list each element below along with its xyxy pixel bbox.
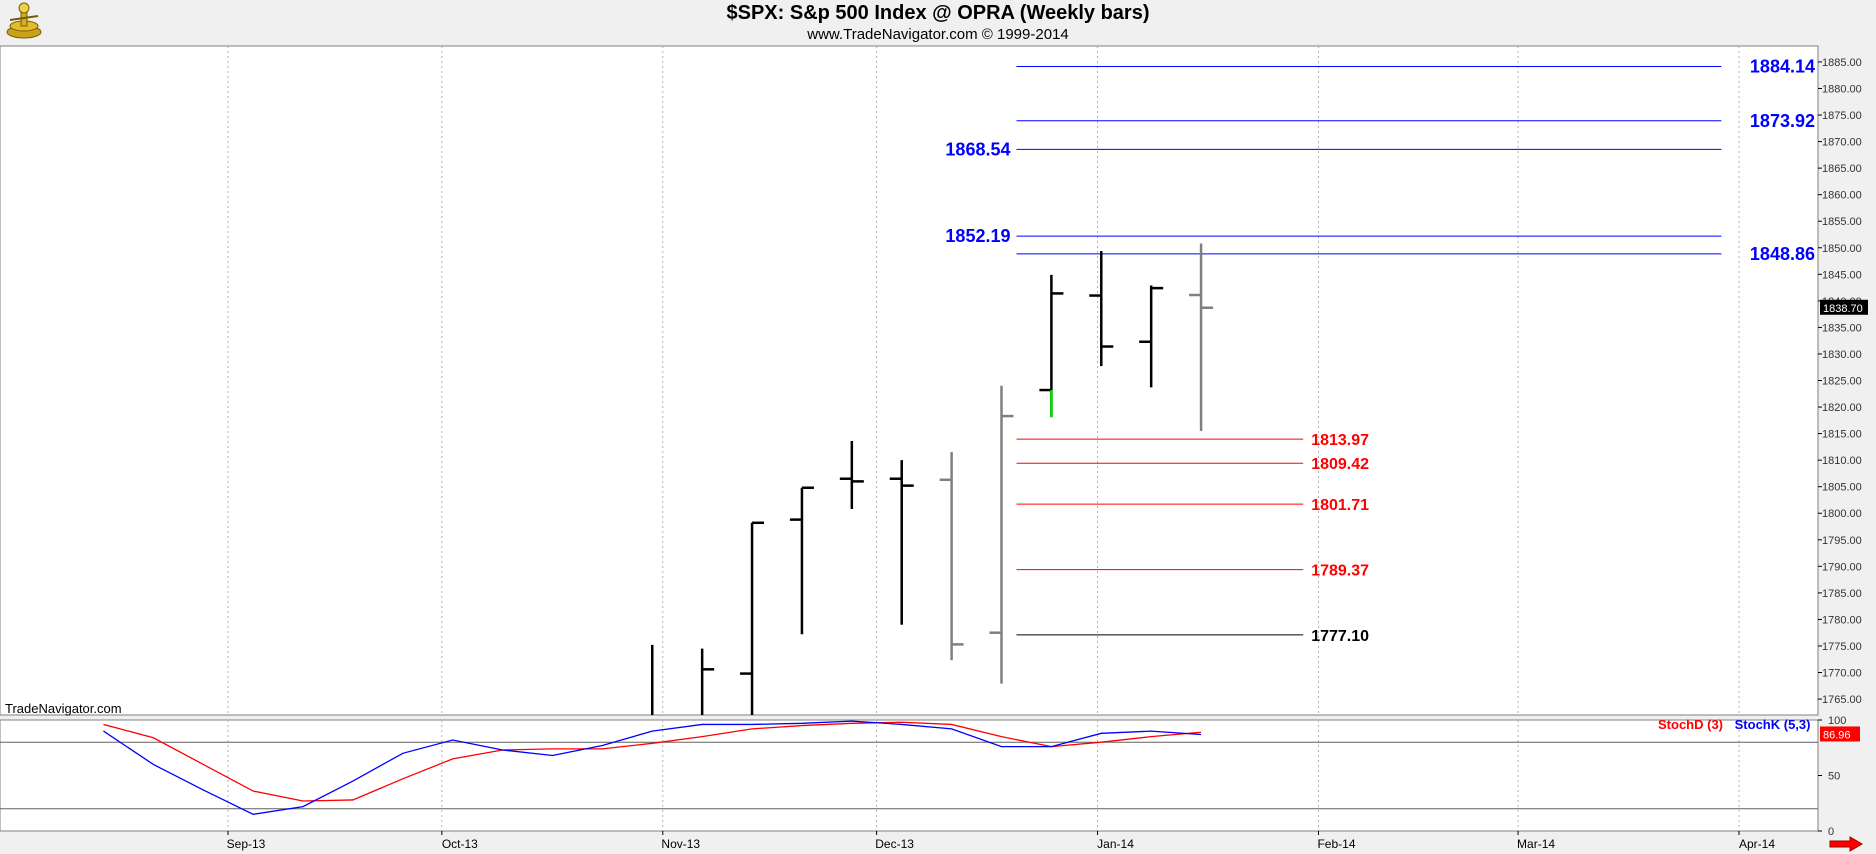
level-label: 1868.54 bbox=[945, 139, 1010, 159]
stoch-series-line bbox=[103, 720, 1202, 816]
y-tick-label: 1835.00 bbox=[1822, 322, 1862, 334]
level-label: 1801.71 bbox=[1311, 497, 1369, 514]
ohlc-bar bbox=[700, 648, 715, 715]
x-tick-label: Apr-14 bbox=[1739, 837, 1775, 851]
y-tick-label: 1870.00 bbox=[1822, 137, 1862, 149]
level-label: 1852.19 bbox=[945, 226, 1010, 246]
x-tick-label: Jan-14 bbox=[1097, 837, 1134, 851]
ohlc-bar bbox=[740, 521, 765, 715]
stoch-value-marker bbox=[1820, 726, 1860, 742]
y-tick-label: 1785.00 bbox=[1822, 588, 1862, 600]
level-label: 1809.42 bbox=[1311, 456, 1369, 473]
x-tick-label: Mar-14 bbox=[1517, 837, 1555, 851]
y-tick-label: 1780.00 bbox=[1822, 614, 1862, 626]
y-tick-label: 1810.00 bbox=[1822, 455, 1862, 467]
ohlc-bar bbox=[939, 452, 964, 661]
level-label: 1777.10 bbox=[1311, 628, 1369, 645]
x-tick-label: Dec-13 bbox=[875, 837, 914, 851]
price-panel bbox=[0, 45, 1819, 716]
x-tick-label: Feb-14 bbox=[1317, 837, 1355, 851]
y-tick-label: 1880.00 bbox=[1822, 83, 1862, 95]
y-tick-label: 1855.00 bbox=[1822, 216, 1862, 228]
y-tick-label: 1815.00 bbox=[1822, 429, 1862, 441]
ohlc-bar bbox=[789, 486, 814, 635]
last-price-label: 1838.70 bbox=[1823, 303, 1863, 315]
y-tick-label: 1885.00 bbox=[1822, 57, 1862, 69]
stoch-value-label: 86.96 bbox=[1823, 729, 1851, 741]
stoch-series-line bbox=[103, 721, 1202, 802]
ohlc-bar bbox=[839, 441, 864, 509]
y-tick-label: 1875.00 bbox=[1822, 110, 1862, 122]
level-label: 1789.37 bbox=[1311, 563, 1369, 580]
y-tick-label: 1865.00 bbox=[1822, 163, 1862, 175]
legend-stochd: StochD (3) bbox=[1658, 717, 1723, 732]
x-tick-label: Sep-13 bbox=[227, 837, 266, 851]
y-tick-label: 1850.00 bbox=[1822, 243, 1862, 255]
y-tick-label: 1845.00 bbox=[1822, 269, 1862, 281]
stoch-y-tick-label: 100 bbox=[1828, 715, 1846, 727]
y-tick-label: 1795.00 bbox=[1822, 535, 1862, 547]
chart-subtitle: www.TradeNavigator.com © 1999-2014 bbox=[807, 26, 1069, 43]
ohlc-bar bbox=[889, 460, 914, 625]
ohlc-bar bbox=[1089, 250, 1114, 367]
level-label: 1813.97 bbox=[1311, 432, 1369, 449]
y-tick-label: 1825.00 bbox=[1822, 376, 1862, 388]
y-tick-label: 1775.00 bbox=[1822, 641, 1862, 653]
ohlc-bar bbox=[989, 385, 1014, 684]
ohlc-bar bbox=[1189, 243, 1214, 431]
ohlc-bar bbox=[1139, 285, 1164, 388]
y-tick-label: 1820.00 bbox=[1822, 402, 1862, 414]
x-tick-label: Oct-13 bbox=[442, 837, 478, 851]
y-tick-label: 1765.00 bbox=[1822, 694, 1862, 706]
level-label: 1848.86 bbox=[1750, 244, 1815, 264]
level-label: 1884.14 bbox=[1750, 56, 1815, 76]
x-tick-label: Nov-13 bbox=[661, 837, 700, 851]
stoch-panel bbox=[0, 719, 1819, 832]
stoch-y-tick-label: 0 bbox=[1828, 826, 1834, 838]
y-tick-label: 1800.00 bbox=[1822, 508, 1862, 520]
ohlc-bar bbox=[1039, 274, 1064, 418]
y-tick-label: 1790.00 bbox=[1822, 561, 1862, 573]
legend-stochk: StochK (5,3) bbox=[1734, 717, 1811, 732]
y-tick-label: 1770.00 bbox=[1822, 668, 1862, 680]
y-tick-label: 1860.00 bbox=[1822, 190, 1862, 202]
watermark-text: TradeNavigator.com bbox=[5, 701, 122, 716]
stoch-legend: StochD (3) StochK (5,3) bbox=[1650, 717, 1810, 732]
last-price-marker bbox=[1820, 299, 1868, 315]
y-tick-label: 1830.00 bbox=[1822, 349, 1862, 361]
chart-title: $SPX: S&p 500 Index @ OPRA (Weekly bars) bbox=[726, 2, 1150, 24]
trade-navigator-logo-icon[interactable] bbox=[2, 2, 46, 44]
level-label: 1873.92 bbox=[1750, 111, 1815, 131]
stoch-y-tick-label: 50 bbox=[1828, 771, 1840, 783]
y-tick-label: 1805.00 bbox=[1822, 482, 1862, 494]
scroll-right-arrow-icon[interactable] bbox=[1828, 836, 1864, 852]
